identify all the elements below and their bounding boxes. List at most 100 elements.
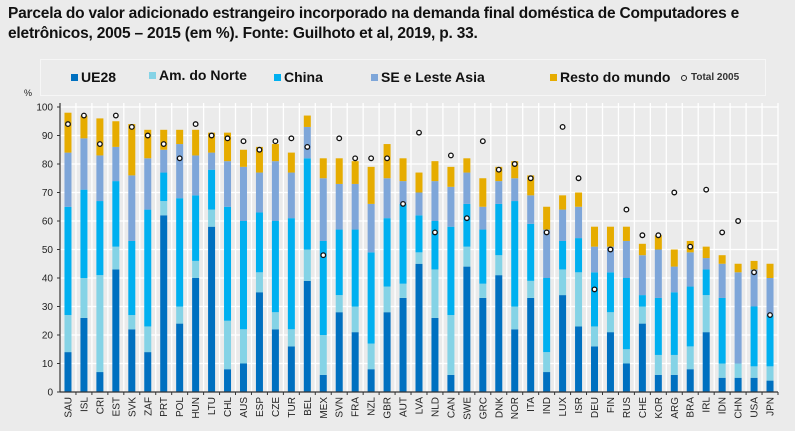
bar-segment-china (575, 238, 583, 273)
bar-segment-se-e-leste-asia (287, 172, 295, 219)
total-2005-marker (527, 175, 534, 182)
bar-segment-am-do-norte (192, 260, 200, 278)
bar-segment-china (654, 297, 662, 355)
bar-segment-ue28 (527, 297, 535, 392)
bar-segment-ue28 (559, 295, 567, 392)
bar-segment-ue28 (399, 297, 407, 392)
y-tick-label: 50 (42, 245, 54, 256)
bar-segment-china (208, 169, 216, 210)
bar-segment-china (399, 203, 407, 284)
bar-segment-resto-do-mundo (239, 149, 247, 167)
bar-segment-am-do-norte (431, 269, 439, 318)
chart-title: Parcela do valor adicionado estrangeiro … (8, 5, 740, 42)
bar-segment-resto-do-mundo (622, 226, 630, 241)
bar-segment-ue28 (239, 363, 247, 392)
bar-segment-resto-do-mundo (144, 129, 152, 159)
bar-segment-am-do-norte (271, 312, 279, 330)
bar-segment-ue28 (463, 266, 471, 392)
x-tick-label: PRT (159, 397, 170, 417)
bar-segment-se-e-leste-asia (638, 255, 646, 296)
bar-segment-ue28 (271, 329, 279, 392)
bar-segment-se-e-leste-asia (112, 146, 120, 182)
total-2005-marker (655, 232, 662, 239)
total-2005-marker (304, 143, 311, 150)
bar-segment-ue28 (351, 332, 359, 392)
bar-segment-am-do-norte (367, 343, 375, 370)
x-tick-label: ITA (526, 397, 537, 412)
bar-segment-resto-do-mundo (112, 121, 120, 147)
x-tick-label: NZL (367, 397, 378, 416)
total-2005-marker (112, 112, 119, 119)
bar-segment-resto-do-mundo (670, 249, 678, 267)
bar-segment-am-do-norte (447, 315, 455, 375)
bar-segment-am-do-norte (479, 283, 487, 298)
bar-segment-ue28 (255, 292, 263, 392)
bar-segment-se-e-leste-asia (622, 240, 630, 278)
bar-segment-se-e-leste-asia (351, 183, 359, 230)
bar-segment-resto-do-mundo (160, 129, 168, 150)
y-tick-label: 30 (42, 302, 54, 313)
bar-segment-ue28 (670, 374, 678, 392)
x-tick-label: LVA (415, 397, 426, 415)
legend-swatch-am-norte (149, 71, 156, 79)
bar-segment-resto-do-mundo (224, 132, 232, 162)
x-tick-label: TUR (287, 397, 298, 418)
bar-segment-ue28 (335, 312, 343, 392)
bar-segment-resto-do-mundo (591, 226, 599, 247)
bar-segment-china (239, 221, 247, 330)
bar-segment-se-e-leste-asia (495, 181, 503, 204)
y-tick-label: 100 (36, 103, 53, 114)
bar-segment-ue28 (192, 278, 200, 392)
legend-item-am-norte: Am. do Norte (149, 67, 247, 83)
x-tick-label: DNK (494, 397, 505, 418)
total-2005-marker (144, 132, 151, 139)
total-2005-marker (240, 138, 247, 145)
bar-segment-ue28 (654, 374, 662, 392)
y-axis-label: % (24, 88, 32, 98)
bar-segment-am-do-norte (638, 306, 646, 324)
bar-segment-ue28 (431, 317, 439, 392)
bar-segment-china (192, 195, 200, 261)
bar-segment-china (431, 221, 439, 270)
bar-segment-ue28 (734, 377, 742, 392)
bar-segment-ue28 (64, 352, 72, 392)
bar-segment-china (622, 278, 630, 350)
x-tick-label: ISL (79, 397, 90, 412)
bar-segment-am-do-norte (319, 335, 327, 375)
bar-segment-ue28 (543, 372, 551, 392)
x-tick-label: POL (175, 397, 186, 417)
bar-segment-am-do-norte (415, 252, 423, 264)
legend-marker-icon (681, 74, 687, 81)
bar-segment-ue28 (383, 312, 391, 392)
x-tick-label: JPN (766, 397, 777, 416)
bar-segment-am-do-norte (239, 329, 247, 364)
bar-segment-se-e-leste-asia (367, 203, 375, 253)
bar-segment-resto-do-mundo (511, 161, 519, 179)
bar-segment-ue28 (287, 346, 295, 392)
chart-legend: UE28 Am. do Norte China SE e Leste Asia … (40, 59, 766, 96)
bar-segment-am-do-norte (591, 326, 599, 347)
x-tick-label: MEX (319, 397, 330, 419)
bar-segment-china (351, 229, 359, 307)
bar-segment-ue28 (702, 332, 710, 392)
bar-segment-resto-do-mundo (543, 206, 551, 230)
bar-segment-am-do-norte (176, 306, 184, 324)
bar-segment-se-e-leste-asia (319, 178, 327, 241)
bar-segment-se-e-leste-asia (431, 181, 439, 221)
bar-segment-china (144, 209, 152, 327)
bar-segment-am-do-norte (303, 249, 311, 281)
total-2005-marker (288, 135, 295, 142)
bar-segment-se-e-leste-asia (606, 246, 614, 273)
bar-segment-resto-do-mundo (431, 161, 439, 182)
bar-segment-se-e-leste-asia (80, 138, 88, 190)
bar-segment-ue28 (575, 326, 583, 392)
bar-segment-se-e-leste-asia (96, 155, 104, 202)
y-tick-label: 70 (42, 188, 54, 199)
bar-segment-resto-do-mundo (287, 152, 295, 173)
bar-segment-resto-do-mundo (80, 115, 88, 139)
total-2005-marker (703, 186, 710, 193)
bar-segment-china (176, 198, 184, 307)
bar-segment-resto-do-mundo (575, 192, 583, 207)
x-tick-label: ESP (255, 397, 266, 417)
